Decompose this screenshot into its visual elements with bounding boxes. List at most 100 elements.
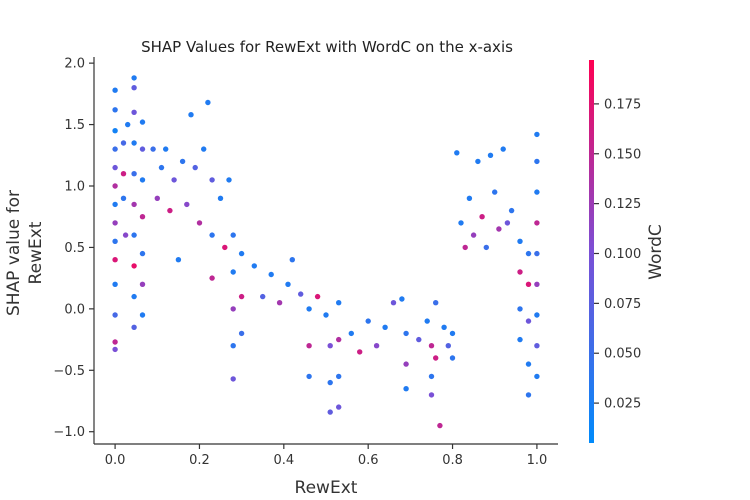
- scatter-point: [131, 75, 137, 81]
- scatter-point: [112, 183, 118, 189]
- scatter-point: [238, 250, 245, 257]
- scatter-point: [525, 318, 532, 324]
- colorbar-tick-label: 0.150: [604, 147, 641, 162]
- scatter-point: [139, 146, 146, 152]
- scatter-point: [525, 392, 532, 398]
- scatter-point: [373, 343, 380, 349]
- scatter-point: [454, 150, 460, 156]
- scatter-point: [525, 361, 532, 367]
- scatter-point: [230, 269, 236, 275]
- scatter-point: [131, 140, 137, 146]
- scatter-point: [112, 281, 118, 287]
- scatter-point: [167, 207, 173, 214]
- scatter-point: [534, 158, 540, 165]
- scatter-point: [238, 293, 245, 300]
- scatter-point: [327, 409, 333, 415]
- scatter-point: [139, 214, 146, 220]
- scatter-point: [449, 355, 456, 361]
- scatter-point: [327, 379, 333, 386]
- scatter-point: [534, 312, 540, 318]
- colorbar-gradient: [589, 60, 594, 443]
- scatter-point: [323, 312, 329, 318]
- scatter-point: [230, 306, 236, 312]
- scatter-point: [428, 373, 435, 380]
- scatter-point: [139, 177, 146, 183]
- scatter-point: [112, 87, 118, 93]
- scatter-point: [508, 207, 515, 214]
- scatter-point: [238, 330, 245, 337]
- colorbar-tick-label: 0.125: [604, 197, 641, 212]
- y-tick-label: 0.0: [64, 302, 85, 317]
- scatter-point: [336, 300, 342, 306]
- scatter-point: [131, 109, 137, 116]
- y-axis-label-line1: SHAP value for: [4, 190, 24, 316]
- scatter-point: [184, 201, 190, 208]
- scatter-point: [230, 343, 236, 349]
- scatter-point: [534, 281, 540, 287]
- scatter-point: [424, 318, 430, 324]
- scatter-point: [470, 232, 477, 238]
- scatter-point: [475, 158, 481, 165]
- scatter-point: [112, 257, 118, 263]
- y-tick-label: −0.5: [53, 364, 85, 379]
- scatter-point: [175, 257, 182, 263]
- x-tick-label: 0.6: [358, 453, 379, 468]
- scatter-point: [112, 201, 118, 208]
- scatter-point: [534, 131, 540, 138]
- scatter-point: [441, 324, 447, 330]
- scatter-point: [150, 146, 156, 152]
- y-tick-label: 1.5: [64, 118, 85, 133]
- scatter-point: [403, 361, 409, 367]
- x-axis: 0.0 0.2 0.4 0.6 0.8 1.0 RewExt: [94, 443, 558, 498]
- scatter-point: [289, 257, 295, 263]
- scatter-point: [479, 214, 485, 220]
- scatter-point: [534, 220, 540, 226]
- scatter-point: [163, 146, 169, 152]
- scatter-point: [357, 349, 363, 355]
- scatter-point: [196, 220, 203, 226]
- scatter-point: [158, 164, 165, 171]
- scatter-point: [139, 312, 146, 318]
- y-tick-label: −1.0: [53, 425, 85, 440]
- scatter-point: [285, 281, 291, 287]
- scatter-point: [449, 330, 456, 337]
- scatter-point: [209, 232, 215, 238]
- colorbar-ticks: 0.025 0.050 0.075 0.100 0.125 0.150 0.175: [594, 97, 641, 412]
- y-tick-label: 1.0: [64, 180, 85, 195]
- scatter-point: [433, 300, 439, 306]
- scatter-point: [131, 263, 137, 269]
- scatter-point: [348, 330, 354, 337]
- scatter-point: [209, 177, 215, 183]
- scatter-point: [428, 343, 435, 349]
- scatter-point: [365, 318, 371, 324]
- x-tick-label: 0.0: [105, 453, 126, 468]
- scatter-point: [496, 226, 502, 232]
- scatter-point: [122, 232, 129, 238]
- scatter-point: [336, 336, 342, 343]
- colorbar-tick-label: 0.075: [604, 297, 641, 312]
- colorbar-label: WordC: [646, 224, 666, 280]
- scatter-point: [131, 293, 137, 300]
- scatter-point: [534, 250, 540, 257]
- scatter-point: [306, 306, 312, 312]
- scatter-point: [534, 189, 540, 195]
- x-tick-label: 0.2: [189, 453, 210, 468]
- scatter-point: [504, 220, 511, 226]
- scatter-point: [403, 386, 409, 392]
- scatter-point: [534, 343, 540, 349]
- colorbar-tick-label: 0.025: [604, 397, 641, 412]
- scatter-point: [112, 146, 118, 152]
- scatter-point: [131, 171, 137, 177]
- colorbar-tick-label: 0.050: [604, 347, 641, 362]
- scatter-point: [336, 373, 342, 380]
- scatter-point: [534, 373, 540, 380]
- scatter-point: [458, 220, 464, 226]
- scatter-point: [139, 250, 146, 257]
- scatter-point: [171, 177, 177, 183]
- scatter-point: [209, 275, 215, 281]
- scatter-point: [492, 189, 498, 195]
- scatter-point: [525, 250, 532, 257]
- scatter-point: [500, 146, 506, 152]
- scatter-point: [517, 336, 523, 343]
